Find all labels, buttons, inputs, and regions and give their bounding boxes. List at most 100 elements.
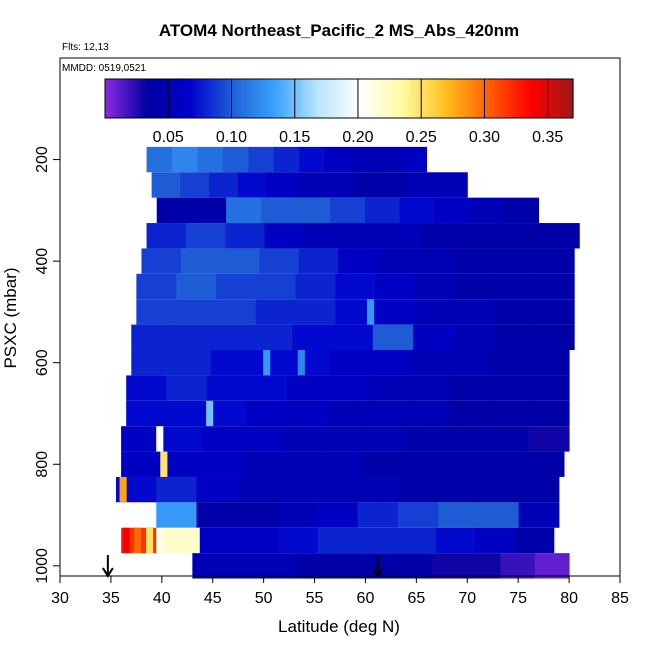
heatmap-cell xyxy=(330,350,371,376)
heatmap-cell xyxy=(317,527,358,554)
plot-frame xyxy=(59,57,621,577)
x-axis-label: Latitude (deg N) xyxy=(278,617,400,636)
colorbar-segment xyxy=(168,79,173,118)
heatmap-cell xyxy=(409,172,440,198)
heatmap-cell xyxy=(295,299,336,325)
heatmap-cell xyxy=(343,223,384,249)
heatmap-cell xyxy=(381,172,411,198)
heatmap-cell xyxy=(220,248,260,274)
colorbar-segment xyxy=(539,79,544,118)
heatmap-cell xyxy=(236,502,278,528)
heatmap-cell xyxy=(514,527,555,554)
heatmap-cell xyxy=(438,502,479,528)
heatmap-cell xyxy=(448,375,490,401)
heatmap-cell xyxy=(299,146,326,173)
heatmap-cell xyxy=(277,476,318,503)
colorbar-segment xyxy=(402,79,407,118)
heatmap-cell xyxy=(416,248,457,274)
heatmap-cell xyxy=(259,248,300,274)
heatmap-cell xyxy=(329,553,365,579)
colorbar-segment xyxy=(472,79,477,118)
heatmap-cell xyxy=(495,248,536,274)
heatmap-cell xyxy=(126,400,167,427)
heatmap-cell xyxy=(454,299,496,325)
colorbar-segment xyxy=(148,79,153,118)
colorbar-segment xyxy=(138,79,143,118)
heatmap-cell xyxy=(375,299,416,325)
heatmap-highlight-cell xyxy=(366,299,375,325)
colorbar-segment xyxy=(352,79,357,118)
colorbar-segment xyxy=(268,79,273,118)
colorbar-segment xyxy=(566,79,571,118)
heatmap-cell xyxy=(461,223,502,249)
colorbar-segment xyxy=(108,79,113,118)
heatmap-cell xyxy=(408,375,449,401)
colorbar-segment xyxy=(526,79,531,118)
heatmap-cell xyxy=(246,400,288,427)
heatmap-cell xyxy=(529,350,570,376)
heatmap-cell xyxy=(252,324,293,351)
heatmap-cell xyxy=(539,223,580,249)
x-tick-label: 40 xyxy=(153,590,171,607)
colorbar-segment xyxy=(492,79,497,118)
heatmap-cell xyxy=(327,400,369,427)
x-tick-label: 35 xyxy=(102,590,120,607)
heatmap-cell xyxy=(454,273,496,300)
heatmap-cell xyxy=(533,324,575,351)
colorbar-segment xyxy=(121,79,126,118)
colorbar-segment xyxy=(295,79,300,118)
heatmap-cell xyxy=(171,350,212,376)
heatmap-cell xyxy=(357,476,399,503)
axes: 30 35 40 45 50 55 60 65 70 75 80 85 200 400 600 800 1000 xyxy=(34,146,629,607)
colorbar-segment xyxy=(502,79,507,118)
heatmap-highlight-cell xyxy=(263,350,271,376)
colorbar-segment xyxy=(372,79,377,118)
colorbar-segment xyxy=(469,79,474,118)
colorbar-segment xyxy=(222,79,226,118)
colorbar-segment xyxy=(275,79,280,118)
colorbar-segment xyxy=(218,79,223,118)
colorbar-segment xyxy=(175,79,180,118)
heatmap-cell xyxy=(523,451,565,477)
heatmap-cell xyxy=(413,324,454,351)
colorbar-segment xyxy=(298,79,303,118)
heatmap-cell xyxy=(225,223,266,249)
colorbar-segment xyxy=(215,79,220,118)
colorbar-segment xyxy=(549,79,554,118)
heatmap-cell xyxy=(397,476,439,503)
x-tick-label: 85 xyxy=(611,590,629,607)
heatmap-cell xyxy=(518,476,560,503)
colorbar-segment xyxy=(392,79,397,118)
x-tick-label: 60 xyxy=(357,590,375,607)
colorbar-segment xyxy=(211,79,216,118)
heatmap-cell xyxy=(449,350,490,376)
heatmap-highlight-cell xyxy=(146,527,154,554)
chart-title: ATOM4 Northeast_Pacific_2 MS_Abs_420nm xyxy=(159,21,519,40)
colorbar-segment xyxy=(409,79,414,118)
colorbar-segment xyxy=(232,79,236,118)
colorbar-segment xyxy=(258,79,263,118)
colorbar-segment xyxy=(131,79,136,118)
heatmap-cell xyxy=(370,350,411,376)
heatmap-highlight-cell xyxy=(119,476,127,503)
colorbar-segment xyxy=(292,79,297,118)
colorbar-segment xyxy=(435,79,440,118)
colorbar-segment xyxy=(178,79,183,118)
heatmap-cell xyxy=(215,273,257,300)
colorbar-segment xyxy=(459,79,464,118)
heatmap-cell xyxy=(236,476,278,503)
heatmap-cell xyxy=(255,299,297,325)
heatmap-cell xyxy=(338,248,378,274)
colorbar-segment xyxy=(335,79,340,118)
heatmap-cell xyxy=(295,197,331,224)
colorbar-segment xyxy=(201,79,206,118)
colorbar-segment xyxy=(278,79,283,118)
heatmap-cell xyxy=(414,273,456,300)
colorbar-segment xyxy=(185,79,190,118)
colorbar-segment xyxy=(546,79,551,118)
colorbar-segment xyxy=(128,79,133,118)
heatmap-cell xyxy=(287,400,329,427)
colorbar-segment xyxy=(382,79,387,118)
colorbar-segment xyxy=(198,79,203,118)
heatmap-cell xyxy=(488,375,530,401)
